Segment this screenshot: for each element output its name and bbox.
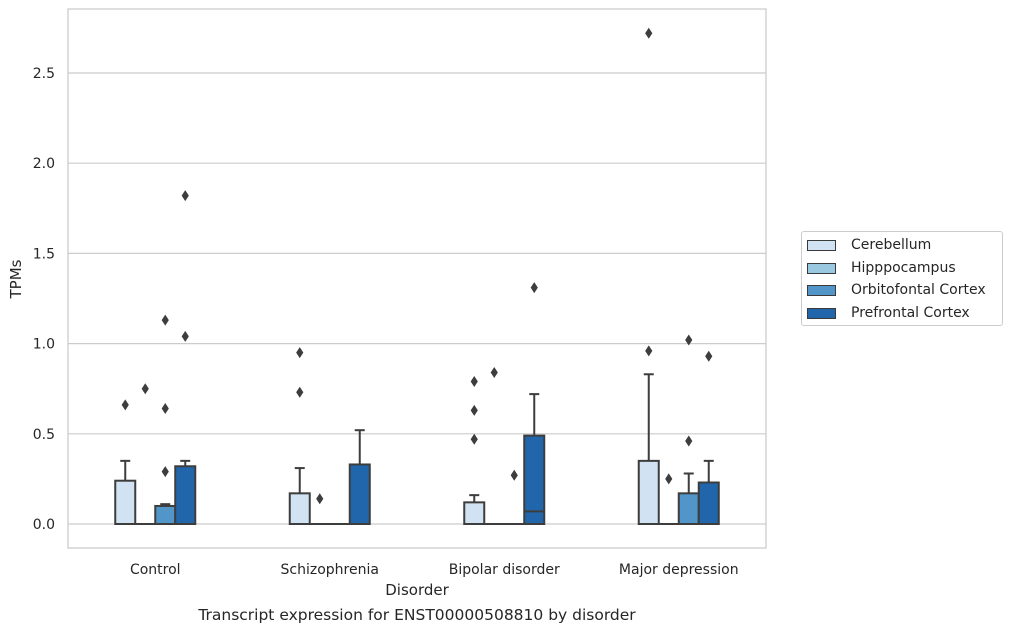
outlier-point bbox=[316, 493, 324, 505]
outlier-point bbox=[470, 404, 478, 416]
box-body bbox=[523, 434, 546, 526]
outlier-point bbox=[685, 334, 693, 346]
plot-area-frame bbox=[67, 8, 767, 549]
y-tick-label: 2.0 bbox=[33, 156, 55, 172]
y-axis-label: TPMs bbox=[7, 259, 25, 299]
y-tick-label: 0.5 bbox=[33, 427, 55, 443]
outlier-point bbox=[121, 399, 129, 411]
box-hipppocampus bbox=[657, 473, 680, 526]
legend-label: Orbitofontal Cortex bbox=[851, 282, 986, 298]
box-prefrontal-cortex bbox=[348, 429, 371, 525]
legend-swatch bbox=[807, 239, 836, 251]
outlier-point bbox=[645, 345, 653, 357]
legend: Cerebellum Hipppocampus Orbitofontal Cor… bbox=[801, 231, 1003, 326]
outlier-point bbox=[510, 469, 518, 481]
box-body bbox=[114, 479, 137, 526]
outlier-point bbox=[705, 350, 713, 362]
legend-item-cerebellum: Cerebellum bbox=[807, 235, 931, 255]
box-hipppocampus bbox=[483, 366, 506, 526]
y-tick-label: 0.0 bbox=[33, 517, 55, 533]
outlier-point bbox=[470, 433, 478, 445]
y-tick-label: 1.5 bbox=[33, 246, 55, 262]
x-tick-label: Control bbox=[130, 562, 181, 578]
legend-label: Prefrontal Cortex bbox=[851, 305, 970, 321]
box-body bbox=[637, 459, 660, 525]
box-orbitofontal-cortex bbox=[154, 314, 177, 525]
box-prefrontal-cortex bbox=[523, 282, 546, 526]
outlier-point bbox=[530, 282, 538, 294]
box-prefrontal-cortex bbox=[174, 190, 197, 526]
box-body bbox=[288, 492, 311, 525]
outlier-point bbox=[161, 314, 169, 326]
x-tick-label: Major depression bbox=[619, 562, 739, 578]
box-cerebellum bbox=[637, 27, 660, 525]
outlier-point bbox=[141, 383, 149, 395]
legend-item-orbitofrontal: Orbitofontal Cortex bbox=[807, 280, 986, 300]
y-tick-label: 2.5 bbox=[33, 66, 55, 82]
box-orbitofontal-cortex bbox=[677, 334, 700, 525]
box-hipppocampus bbox=[134, 383, 157, 526]
outlier-point bbox=[181, 330, 189, 342]
outlier-point bbox=[181, 190, 189, 202]
x-axis-label: Disorder bbox=[385, 581, 449, 599]
outlier-point bbox=[296, 347, 304, 359]
outlier-point bbox=[490, 366, 498, 378]
y-gridlines bbox=[68, 72, 766, 525]
box-prefrontal-cortex bbox=[697, 350, 720, 525]
x-tick-labels: Control Schizophrenia Bipolar disorder Majo… bbox=[130, 562, 739, 578]
legend-item-hippocampus: Hipppocampus bbox=[807, 258, 956, 278]
outlier-point bbox=[685, 435, 693, 447]
box-series bbox=[114, 27, 720, 526]
outlier-point bbox=[161, 403, 169, 415]
box-cerebellum bbox=[288, 347, 311, 525]
legend-swatch bbox=[807, 284, 836, 296]
outlier-point bbox=[665, 473, 673, 485]
box-hipppocampus bbox=[308, 493, 331, 526]
legend-swatch bbox=[807, 262, 836, 274]
box-body bbox=[154, 504, 177, 525]
box-cerebellum bbox=[463, 375, 486, 525]
x-tick-label: Bipolar disorder bbox=[449, 562, 560, 578]
x-tick-label: Schizophrenia bbox=[281, 562, 379, 578]
legend-label: Hipppocampus bbox=[851, 260, 956, 276]
outlier-point bbox=[645, 27, 653, 39]
box-body bbox=[348, 463, 371, 525]
legend-swatch bbox=[807, 307, 836, 319]
legend-item-prefrontal: Prefrontal Cortex bbox=[807, 303, 970, 323]
box-orbitofontal-cortex bbox=[503, 469, 526, 526]
y-tick-label: 1.0 bbox=[33, 337, 55, 353]
box-body bbox=[697, 481, 720, 525]
outlier-point bbox=[470, 375, 478, 387]
box-cerebellum bbox=[114, 399, 137, 526]
figure-caption: Transcript expression for ENST0000050881… bbox=[198, 606, 636, 624]
box-body bbox=[174, 465, 197, 526]
box-body bbox=[677, 492, 700, 525]
legend-label: Cerebellum bbox=[851, 237, 932, 253]
outlier-point bbox=[161, 466, 169, 478]
box-body bbox=[463, 501, 486, 525]
y-tick-labels: 0.0 0.5 1.0 1.5 2.0 2.5 bbox=[33, 66, 55, 533]
outlier-point bbox=[296, 386, 304, 398]
